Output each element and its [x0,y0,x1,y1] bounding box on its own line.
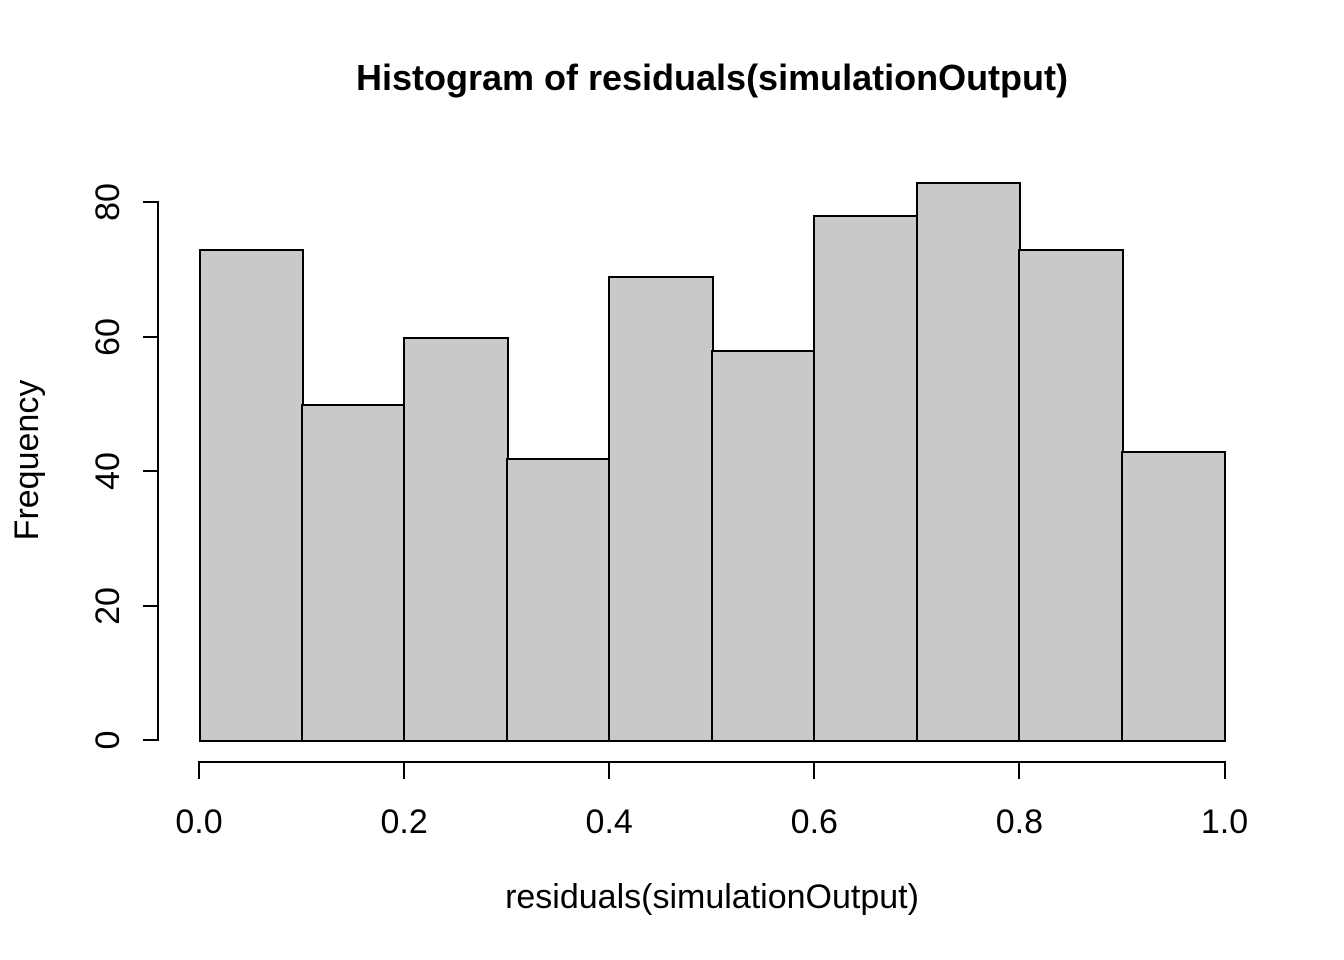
chart-title: Histogram of residuals(simulationOutput) [355,57,1069,98]
x-axis-tick [608,763,611,779]
y-axis-tick [143,470,157,472]
histogram-bar [915,181,1022,742]
y-axis-tick-label-text: 80 [89,183,127,221]
x-axis-tick [1018,763,1021,779]
x-axis-tick [813,763,816,779]
x-axis-line [198,761,1226,763]
x-axis-tick-label: 1.0 [1200,803,1249,841]
y-axis-tick-label-text: 60 [89,317,127,356]
x-axis-tick-label: 0.2 [380,803,428,841]
y-axis-tick [143,335,157,338]
y-axis-tick-label-text: 20 [89,586,127,625]
x-axis-tick-label: 0.4 [585,803,633,841]
x-axis-tick [198,763,200,779]
histogram-bar [1120,450,1227,742]
histogram-bar [199,249,304,742]
histogram-bar [505,457,612,742]
y-axis-tick-label-text: 0 [89,730,127,750]
y-axis-line [157,201,159,741]
x-axis-title: residuals(simulationOutput) [505,878,919,916]
histogram-bar [1018,249,1124,742]
x-axis-tick-label: 0.0 [175,803,223,841]
x-axis-tick-label: 0.6 [790,803,838,841]
x-axis-tick-label: 0.8 [995,803,1044,841]
y-axis-tick [143,739,157,741]
x-axis-tick [1223,763,1226,779]
y-axis-tick [143,201,157,203]
y-axis-title-text: Frequency [8,379,46,541]
y-axis-tick [143,604,157,607]
y-axis-tick-label-text: 40 [89,452,127,490]
histogram-bar [710,349,817,742]
histogram-bar [300,403,407,742]
histogram-bar [608,275,714,742]
histogram-bar [403,336,509,742]
x-axis-tick [403,763,406,779]
histogram-bar [813,215,919,742]
